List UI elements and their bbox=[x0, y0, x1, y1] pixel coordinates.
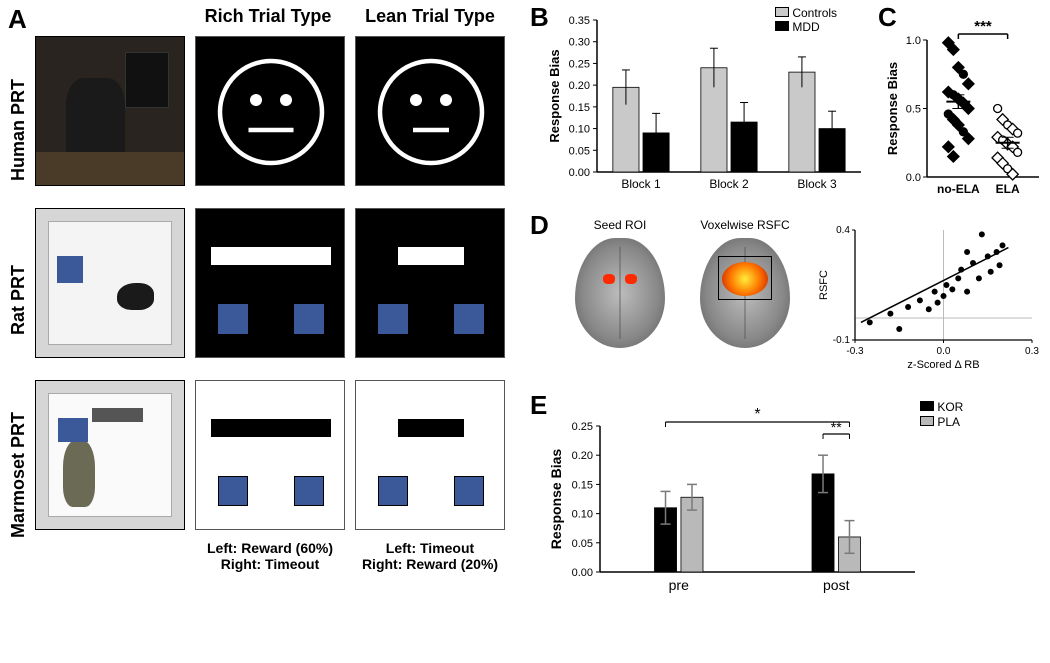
legend-b-mdd: MDD bbox=[775, 20, 820, 34]
svg-text:0.25: 0.25 bbox=[569, 58, 590, 70]
svg-text:-0.1: -0.1 bbox=[833, 335, 851, 346]
caption-rich-l2: Right: Timeout bbox=[195, 556, 345, 572]
stimulus-rat-rich bbox=[195, 208, 345, 358]
chart-c: 0.0 0.5 1.0 Response Bias no-ELA ELA *** bbox=[885, 18, 1045, 203]
stimulus-marmoset-rich bbox=[195, 380, 345, 530]
svg-text:Response Bias: Response Bias bbox=[885, 62, 900, 155]
chart-d: -0.1 0.4 -0.3 0.0 0.3 RSFC z-Scored Δ RB bbox=[815, 222, 1040, 372]
caption-lean: Left: Timeout Right: Reward (20%) bbox=[355, 540, 505, 572]
panel-a-label: A bbox=[8, 4, 27, 35]
svg-text:0.5: 0.5 bbox=[906, 104, 921, 116]
row-label-rat: Rat PRT bbox=[8, 225, 29, 375]
svg-text:Response Bias: Response Bias bbox=[548, 449, 564, 550]
svg-text:0.15: 0.15 bbox=[569, 102, 590, 114]
face-icon bbox=[356, 37, 506, 187]
svg-text:z-Scored Δ RB: z-Scored Δ RB bbox=[907, 359, 979, 371]
caption-rich: Left: Reward (60%) Right: Timeout bbox=[195, 540, 345, 572]
col-header-rich: Rich Trial Type bbox=[193, 6, 343, 27]
svg-text:0.3: 0.3 bbox=[1025, 346, 1039, 357]
col-header-lean: Lean Trial Type bbox=[355, 6, 505, 27]
stimulus-marmoset-lean bbox=[355, 380, 505, 530]
photo-rat bbox=[35, 208, 185, 358]
svg-text:0.25: 0.25 bbox=[572, 421, 593, 433]
svg-text:**: ** bbox=[831, 419, 842, 435]
svg-text:0.4: 0.4 bbox=[836, 225, 850, 236]
svg-text:0.00: 0.00 bbox=[572, 567, 593, 579]
svg-text:0.10: 0.10 bbox=[572, 509, 593, 521]
legend-e-pla: PLA bbox=[920, 415, 960, 429]
svg-text:0.10: 0.10 bbox=[569, 124, 590, 136]
photo-marmoset bbox=[35, 380, 185, 530]
svg-text:0.05: 0.05 bbox=[572, 538, 593, 550]
svg-text:*: * bbox=[754, 406, 760, 423]
chart-b: 0.00 0.05 0.10 0.15 0.20 0.25 0.30 0.35 Response… bbox=[545, 10, 865, 200]
svg-text:Block 3: Block 3 bbox=[797, 177, 837, 191]
svg-text:0.0: 0.0 bbox=[906, 172, 921, 184]
svg-text:no-ELA: no-ELA bbox=[937, 182, 980, 196]
svg-text:0.20: 0.20 bbox=[569, 80, 590, 92]
row-label-marmoset: Marmoset PRT bbox=[8, 400, 29, 550]
stimulus-rat-lean bbox=[355, 208, 505, 358]
caption-lean-l2: Right: Reward (20%) bbox=[355, 556, 505, 572]
brain-voxel bbox=[700, 238, 790, 348]
svg-text:post: post bbox=[823, 577, 850, 593]
svg-text:ELA: ELA bbox=[996, 182, 1020, 196]
svg-text:0.30: 0.30 bbox=[569, 37, 590, 49]
svg-text:0.15: 0.15 bbox=[572, 479, 593, 491]
brain-label-seed: Seed ROI bbox=[565, 218, 675, 232]
caption-rich-l1: Left: Reward (60%) bbox=[195, 540, 345, 556]
legend-b-controls: Controls bbox=[775, 6, 837, 20]
svg-text:Block 1: Block 1 bbox=[621, 177, 661, 191]
brain-label-voxel: Voxelwise RSFC bbox=[690, 218, 800, 232]
svg-text:***: *** bbox=[974, 18, 992, 35]
svg-text:0.20: 0.20 bbox=[572, 450, 593, 462]
svg-text:1.0: 1.0 bbox=[906, 35, 921, 47]
caption-lean-l1: Left: Timeout bbox=[355, 540, 505, 556]
svg-text:0.0: 0.0 bbox=[937, 346, 951, 357]
brain-seed bbox=[575, 238, 665, 348]
svg-text:pre: pre bbox=[669, 577, 689, 593]
chart-e: 0.00 0.05 0.10 0.15 0.20 0.25 Response Bias pre… bbox=[545, 398, 1045, 598]
svg-text:-0.3: -0.3 bbox=[846, 346, 864, 357]
legend-label: Controls bbox=[792, 6, 837, 20]
svg-text:Block 2: Block 2 bbox=[709, 177, 749, 191]
svg-text:0.05: 0.05 bbox=[569, 145, 590, 157]
stimulus-human-rich bbox=[195, 36, 345, 186]
face-icon bbox=[196, 37, 346, 187]
row-label-human: Human PRT bbox=[8, 55, 29, 205]
stimulus-human-lean bbox=[355, 36, 505, 186]
svg-text:0.35: 0.35 bbox=[569, 15, 590, 27]
svg-text:0.00: 0.00 bbox=[569, 167, 590, 179]
panel-d-label: D bbox=[530, 210, 549, 241]
legend-label: KOR bbox=[937, 400, 963, 414]
photo-human bbox=[35, 36, 185, 186]
legend-label: PLA bbox=[937, 415, 960, 429]
legend-label: MDD bbox=[792, 20, 819, 34]
legend-e-kor: KOR bbox=[920, 400, 963, 414]
svg-text:RSFC: RSFC bbox=[818, 270, 830, 300]
svg-text:Response Bias: Response Bias bbox=[547, 49, 562, 142]
